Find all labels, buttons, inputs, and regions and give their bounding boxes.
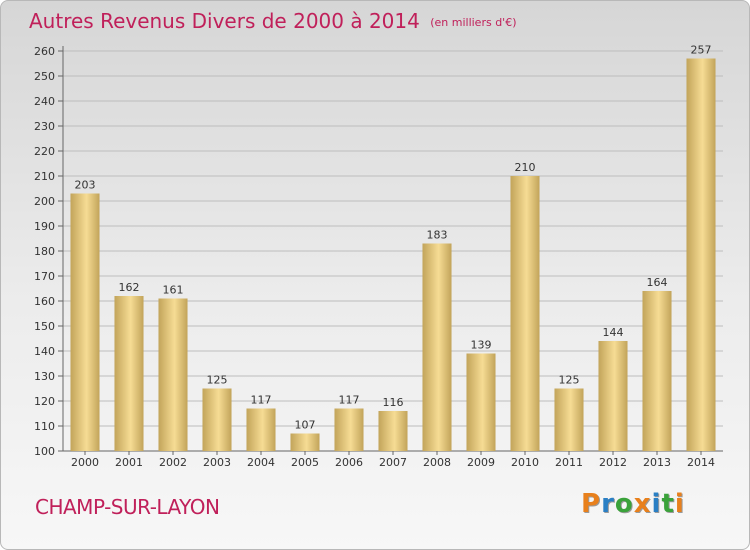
labels: 2000 203 2001 162 2002 161 2003 125 2004 117 2005 1… xyxy=(71,44,715,470)
x-tick-label: 2014 xyxy=(687,456,715,469)
logo-letter: i xyxy=(674,489,685,519)
bar-value-label: 125 xyxy=(559,374,580,387)
y-tick-label: 110 xyxy=(34,420,55,433)
bar-value-label: 107 xyxy=(295,419,316,432)
bar-value-label: 139 xyxy=(471,339,492,352)
y-tick-label: 140 xyxy=(34,345,55,358)
commune-name: CHAMP-SUR-LAYON xyxy=(35,495,220,519)
logo-letter: P xyxy=(581,489,602,519)
bar xyxy=(114,296,144,451)
bars xyxy=(70,58,716,451)
y-tick-label: 180 xyxy=(34,245,55,258)
x-tick-label: 2001 xyxy=(115,456,143,469)
bar-value-label: 161 xyxy=(163,284,184,297)
y-tick-label: 210 xyxy=(34,170,55,183)
logo-letter: i xyxy=(651,489,662,519)
bar xyxy=(246,408,276,451)
bar xyxy=(686,58,716,451)
y-tick-label: 230 xyxy=(34,120,55,133)
chart-unit: (en milliers d'€) xyxy=(430,16,517,29)
bar-value-label: 164 xyxy=(647,276,668,289)
bar-value-label: 162 xyxy=(119,281,140,294)
x-tick-label: 2003 xyxy=(203,456,231,469)
y-tick-label: 170 xyxy=(34,270,55,283)
bar-value-label: 117 xyxy=(251,394,272,407)
bar-value-label: 125 xyxy=(207,374,228,387)
x-tick-label: 2009 xyxy=(467,456,495,469)
bar-value-label: 203 xyxy=(75,179,96,192)
x-tick-label: 2010 xyxy=(511,456,539,469)
y-tick-label: 220 xyxy=(34,145,55,158)
y-tick-label: 150 xyxy=(34,320,55,333)
chart-title-text: Autres Revenus Divers de 2000 à 2014 xyxy=(29,9,420,33)
bar-value-label: 144 xyxy=(603,326,624,339)
x-tick-label: 2007 xyxy=(379,456,407,469)
bar xyxy=(554,388,584,451)
bar xyxy=(158,298,188,451)
y-tick-label: 250 xyxy=(34,70,55,83)
logo-letter: x xyxy=(633,489,652,519)
y-tick-label: 120 xyxy=(34,395,55,408)
x-tick-label: 2011 xyxy=(555,456,583,469)
bar xyxy=(510,176,540,451)
bar xyxy=(642,291,672,451)
bar-value-label: 210 xyxy=(515,161,536,174)
x-tick-label: 2002 xyxy=(159,456,187,469)
y-tick-label: 100 xyxy=(34,445,55,458)
bar xyxy=(334,408,364,451)
bar xyxy=(378,411,408,451)
logo-letter: o xyxy=(614,489,634,519)
bar xyxy=(422,243,452,451)
x-tick-label: 2005 xyxy=(291,456,319,469)
bar xyxy=(70,193,100,451)
x-tick-label: 2006 xyxy=(335,456,363,469)
x-tick-label: 2013 xyxy=(643,456,671,469)
x-tick-label: 2012 xyxy=(599,456,627,469)
x-tick-label: 2004 xyxy=(247,456,275,469)
y-tick-label: 260 xyxy=(34,45,55,58)
bar-value-label: 117 xyxy=(339,394,360,407)
x-tick-label: 2000 xyxy=(71,456,99,469)
y-tick-label: 190 xyxy=(34,220,55,233)
y-tick-label: 200 xyxy=(34,195,55,208)
x-tick-label: 2008 xyxy=(423,456,451,469)
bar xyxy=(598,341,628,451)
logo-letter: t xyxy=(661,489,675,519)
bar xyxy=(466,353,496,451)
bar xyxy=(290,433,320,451)
y-tick-label: 160 xyxy=(34,295,55,308)
y-tick-label: 240 xyxy=(34,95,55,108)
bar-value-label: 183 xyxy=(427,229,448,242)
logo-letter: r xyxy=(601,489,615,519)
y-tick-label: 130 xyxy=(34,370,55,383)
bar xyxy=(202,388,232,451)
chart-title: Autres Revenus Divers de 2000 à 2014 (en… xyxy=(29,9,517,33)
bar-value-label: 116 xyxy=(383,396,404,409)
bar-value-label: 257 xyxy=(691,44,712,57)
proxiti-logo: Proxiti xyxy=(581,489,685,519)
